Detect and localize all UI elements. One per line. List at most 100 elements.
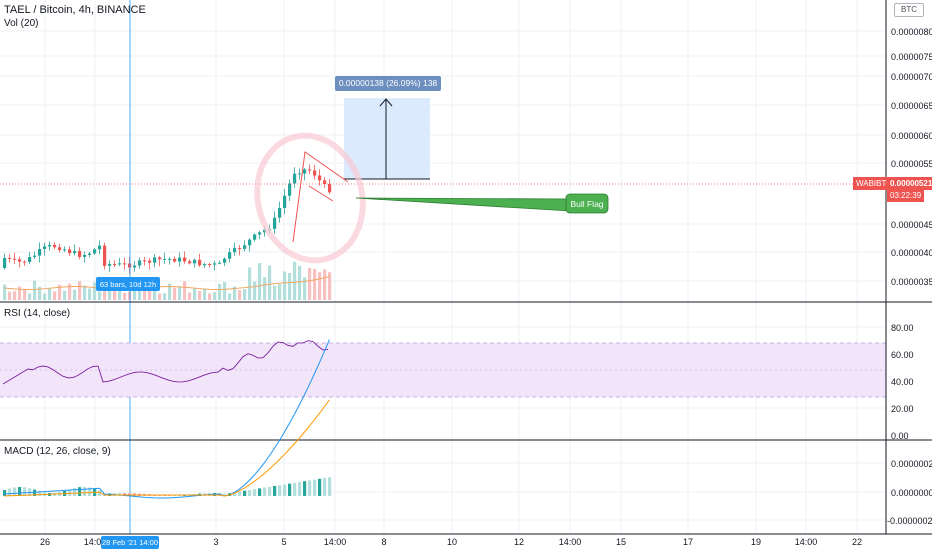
candle-body — [153, 257, 157, 263]
volume-bar — [13, 291, 17, 300]
volume-bar — [223, 282, 227, 300]
grid-lines — [0, 0, 886, 534]
macd-hist-bar — [268, 486, 272, 496]
volume-bar — [143, 288, 147, 300]
candle-body — [48, 244, 52, 247]
volume-bar — [23, 289, 27, 300]
macd-hist-bar — [283, 484, 287, 496]
flag-lower-line — [308, 185, 334, 202]
candle-body — [3, 257, 7, 268]
macd-hist-bar — [288, 483, 292, 496]
macd-line — [4, 339, 330, 499]
candle-body — [83, 254, 87, 257]
volume-bar — [213, 292, 217, 300]
macd-hist-bar — [243, 490, 247, 496]
rsi-axis[interactable]: 80.00 60.00 40.00 20.00 0.00 — [891, 323, 914, 441]
candle-body — [248, 239, 252, 246]
volume-bar — [263, 277, 267, 300]
volume-bar — [43, 293, 47, 300]
volume-bar — [133, 287, 137, 300]
candle-body — [28, 257, 32, 263]
macd-hist-bar — [263, 487, 267, 496]
volume-bar — [228, 293, 232, 300]
measure-arrow-head — [379, 98, 393, 107]
candle-body — [78, 251, 82, 257]
macd-hist-bar — [318, 478, 322, 496]
macd-hist-bar — [328, 477, 332, 496]
volume-bar — [33, 280, 37, 300]
macd-hist-bar — [293, 482, 297, 496]
volume-bar — [248, 267, 252, 300]
rsi-line — [2, 340, 329, 385]
macd-hist-bar — [18, 487, 22, 496]
macd-hist-bar — [238, 491, 242, 496]
macd-hist-bar — [303, 481, 307, 496]
measure-label-box — [335, 76, 441, 91]
candle-body — [228, 252, 232, 259]
time-tick: 14:00 — [324, 537, 347, 547]
volume-bar — [303, 277, 307, 300]
volume-bar — [148, 286, 152, 300]
time-axis[interactable]: 26 14:00 3 5 14:00 8 10 12 14:00 15 17 1… — [40, 536, 862, 549]
macd-hist-bar — [98, 490, 102, 496]
candle-body — [253, 234, 257, 240]
volume-bar — [63, 290, 67, 300]
volume-bar — [48, 288, 52, 300]
macd-legend[interactable]: MACD (12, 26, close, 9) — [4, 446, 111, 457]
crosshair-time-badge — [101, 536, 159, 549]
volume-bar — [308, 267, 312, 300]
macd-tick: 0.00000000 — [891, 488, 932, 498]
volume-bar — [238, 290, 242, 300]
volume-bar — [8, 291, 12, 300]
candle-body — [238, 248, 242, 250]
candlesticks — [3, 164, 332, 274]
candle-body — [63, 249, 67, 251]
measure-range-box[interactable] — [344, 98, 430, 179]
volume-bar — [323, 269, 327, 300]
crosshair-time-label: 28 Feb '21 14:00 — [102, 538, 158, 547]
volume-bar — [273, 285, 277, 300]
volume-bar — [253, 281, 257, 300]
bull-flag-label: Bull Flag — [570, 199, 603, 209]
candle-body — [308, 169, 312, 171]
rsi-tick: 80.00 — [891, 323, 914, 333]
volume-bar — [153, 289, 157, 300]
volume-bar — [68, 283, 72, 300]
candle-body — [103, 245, 107, 266]
candle-body — [203, 264, 207, 266]
volume-bars — [3, 261, 332, 300]
volume-bar — [283, 271, 287, 300]
candle-body — [13, 258, 17, 260]
bull-flag-callout[interactable] — [565, 193, 609, 214]
volume-legend[interactable]: Vol (20) — [4, 18, 39, 29]
volume-bar — [258, 263, 262, 300]
macd-hist-bar — [233, 492, 237, 496]
candle-body — [108, 263, 112, 266]
time-tick: 5 — [281, 537, 286, 547]
candle-body — [93, 249, 97, 254]
volume-bar — [193, 288, 197, 300]
candle-body — [278, 207, 282, 218]
candle-body — [123, 263, 127, 265]
macd-hist-bar — [258, 488, 262, 496]
candle-body — [193, 259, 197, 264]
currency-badge[interactable]: BTC — [894, 3, 924, 17]
time-tick: 22 — [852, 537, 862, 547]
candle-body — [233, 248, 237, 253]
volume-bar — [78, 281, 82, 300]
rsi-legend[interactable]: RSI (14, close) — [4, 308, 71, 319]
volume-bar — [173, 287, 177, 300]
volume-bar — [198, 290, 202, 300]
time-tick: 14:00 — [84, 537, 107, 547]
candle-body — [183, 257, 187, 262]
candle-body — [33, 255, 37, 258]
chart-title[interactable]: TAEL / Bitcoin, 4h, BINANCE — [4, 4, 146, 16]
candle-body — [198, 259, 202, 266]
volume-bar — [183, 281, 187, 300]
